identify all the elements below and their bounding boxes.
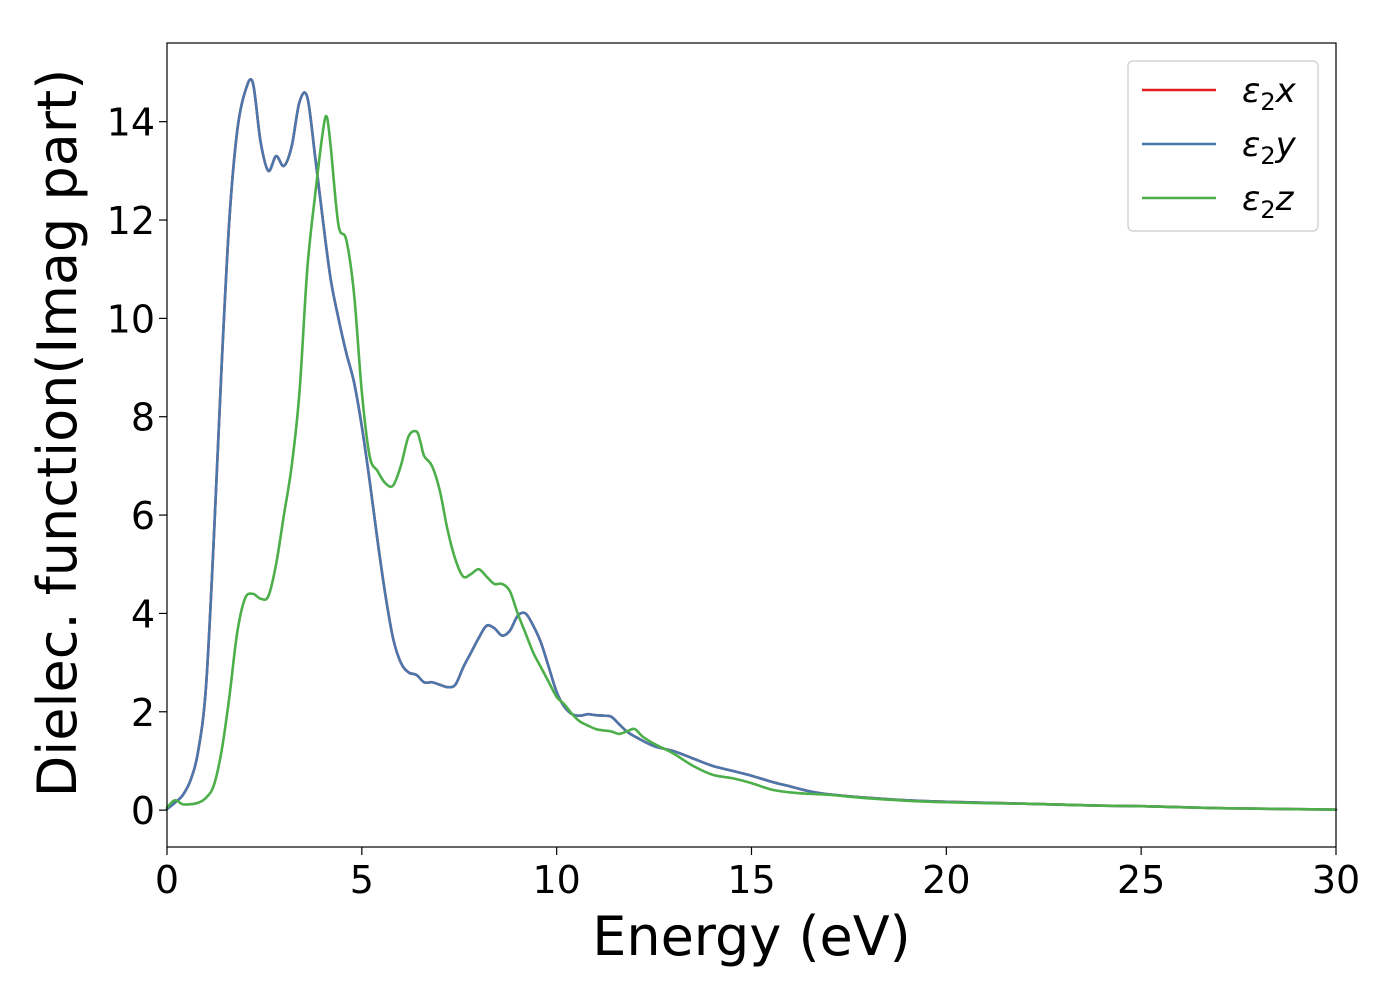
series-lines xyxy=(165,77,1338,811)
x-tick-label: 30 xyxy=(1312,858,1360,902)
x-tick-label: 0 xyxy=(155,858,179,902)
y-tick-label: 14 xyxy=(107,101,155,145)
legend-label-z: ε2z xyxy=(1242,179,1295,224)
y-tick-label: 2 xyxy=(131,691,155,735)
y-tick-label: 4 xyxy=(131,592,155,636)
x-tick-label: 20 xyxy=(922,858,970,902)
series-line-y xyxy=(165,77,1338,811)
x-axis-label: Energy (eV) xyxy=(592,905,911,968)
y-tick-label: 6 xyxy=(131,494,155,538)
y-tick-label: 12 xyxy=(107,199,155,243)
series-line-z xyxy=(165,114,1338,811)
legend: ε2x ε2y ε2z xyxy=(1127,60,1319,232)
x-tick-label: 15 xyxy=(727,858,775,902)
y-tick-label: 8 xyxy=(131,396,155,440)
y-axis-label: Dielec. function(Imag part) xyxy=(26,69,89,798)
x-axis: 0 5 10 15 20 25 30 xyxy=(155,847,1360,902)
x-tick-label: 25 xyxy=(1117,858,1165,902)
y-axis: 0 2 4 6 8 10 12 14 xyxy=(107,101,167,833)
legend-label-x: ε2x xyxy=(1242,71,1297,116)
y-tick-label: 0 xyxy=(131,789,155,833)
legend-label-y: ε2y xyxy=(1242,125,1297,170)
x-tick-label: 10 xyxy=(532,858,580,902)
y-tick-label: 10 xyxy=(107,297,155,341)
legend-box xyxy=(1127,60,1319,232)
x-tick-label: 5 xyxy=(350,858,374,902)
